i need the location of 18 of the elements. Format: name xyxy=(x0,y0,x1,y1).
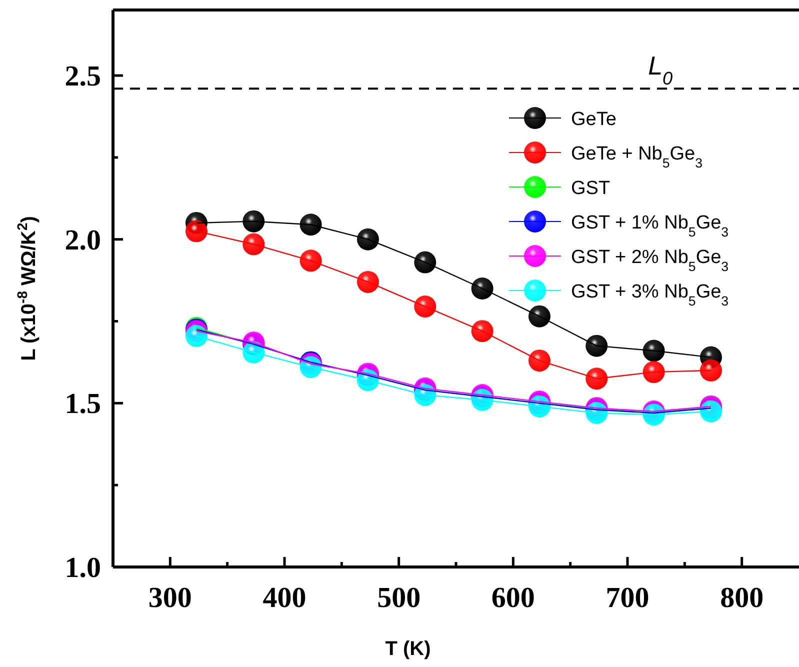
y-tick-label: 2.0 xyxy=(64,224,101,256)
legend-label: GeTe xyxy=(571,109,616,130)
y-tick-label: 2.5 xyxy=(64,60,101,93)
ref-line-label: L$_{0}$ xyxy=(648,50,673,89)
legend-label: GeTe + Nb$_{5}$Ge$_{3}$ xyxy=(571,144,703,170)
y-tick-label: 1.0 xyxy=(64,552,101,584)
y-tick-label: 1.5 xyxy=(64,388,101,420)
x-tick-label: 800 xyxy=(720,582,764,614)
legend-label: GST xyxy=(571,178,610,199)
x-tick-label: 300 xyxy=(148,582,192,614)
legend-label: GST + 2% Nb$_{5}$Ge$_{3}$ xyxy=(571,247,729,274)
x-tick-label: 500 xyxy=(377,582,421,614)
x-axis-title: T (K) xyxy=(385,638,431,660)
x-tick-label: 600 xyxy=(491,582,535,614)
x-tick-label: 700 xyxy=(606,582,650,614)
legend-label: GST + 1% Nb$_{5}$Ge$_{3}$ xyxy=(571,212,729,239)
x-tick-label: 400 xyxy=(262,582,306,614)
legend-label: GST + 3% Nb$_{5}$Ge$_{3}$ xyxy=(571,282,729,308)
